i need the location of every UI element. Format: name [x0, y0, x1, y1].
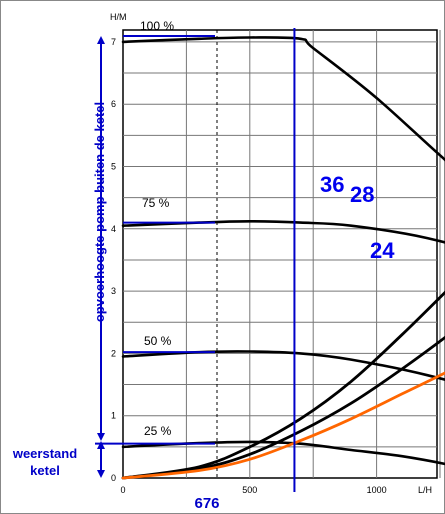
annotation-markers [95, 28, 296, 492]
system-curve-label: 36 [320, 172, 344, 197]
pump-head-arrow-head-top [97, 36, 105, 44]
system-curve-line [121, 335, 445, 480]
boiler-resistance-arrow-head-bottom [97, 470, 105, 478]
pump-curve-label: 50 % [144, 334, 172, 348]
system-curve-labels: 36 28 24 [320, 172, 395, 263]
y-tick-label: 1 [111, 411, 116, 421]
system-curve-line [121, 290, 445, 480]
system-curve-label: 28 [350, 182, 374, 207]
y-tick-label: 4 [111, 224, 116, 234]
x-axis-label: L/H [418, 485, 432, 495]
x-tick-label: 1000 [367, 485, 387, 495]
marker-x-label: 676 [194, 495, 219, 512]
pump-curve-label: 100 % [140, 19, 174, 33]
boiler-resistance-arrow-head-top [97, 441, 105, 449]
x-tick-label: 0 [120, 485, 125, 495]
pump-curve-label: 75 % [142, 196, 170, 210]
pump-curve-label: 25 % [144, 424, 172, 438]
y-axis-label: H/M [110, 12, 127, 22]
pump-curve-line [121, 36, 445, 162]
y-tick-label: 2 [111, 348, 116, 358]
resistance-annotation-line2: ketel [30, 463, 60, 478]
system-curve-label: 24 [370, 238, 395, 263]
pump-curve-labels: 100 % 75 % 50 % 25 % [140, 19, 174, 438]
y-tick-label: 5 [111, 162, 116, 172]
left-vertical-annotation: opvoerhoogte pomp buiten de ketel [92, 102, 107, 322]
y-tick-label: 7 [111, 37, 116, 47]
plot-area [122, 29, 438, 479]
pump-head-arrow-head-bottom [97, 433, 105, 441]
pump-curve-line [121, 219, 445, 244]
y-tick-label: 0 [111, 473, 116, 483]
y-tick-label: 3 [111, 286, 116, 296]
system-curves [121, 290, 445, 480]
resistance-annotation-line1: weerstand [12, 446, 77, 461]
system-curve-line [121, 371, 445, 480]
tick-labels: 050010001500200001234567 [111, 37, 387, 495]
pump-curve-line [121, 350, 445, 381]
y-tick-label: 6 [111, 99, 116, 109]
x-tick-label: 500 [242, 485, 257, 495]
